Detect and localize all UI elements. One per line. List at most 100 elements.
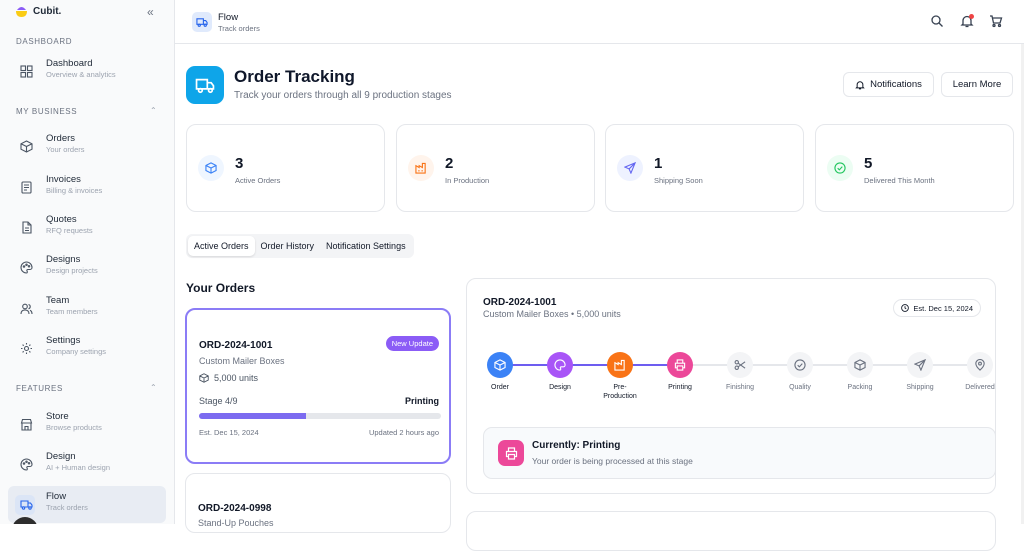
stage-packing[interactable]: Packing — [830, 352, 890, 392]
tab-bar: Active Orders Order History Notification… — [186, 234, 414, 258]
order-detail-panel: ORD-2024-1001 Custom Mailer Boxes • 5,00… — [466, 278, 996, 494]
tab-active-orders[interactable]: Active Orders — [188, 236, 255, 256]
palette-icon — [554, 359, 566, 371]
bell-icon — [855, 80, 865, 89]
stage-design[interactable]: Design — [530, 352, 590, 392]
stage-circle — [967, 352, 993, 378]
progress-fill — [199, 413, 307, 419]
estimated-date: Est. Dec 15, 2024 — [913, 303, 973, 313]
order-units: 5,000 units — [199, 373, 258, 383]
sidebar-item-label: Invoices — [46, 174, 81, 185]
active-icon-background — [15, 495, 35, 515]
detail-product: Custom Mailer Boxes • 5,000 units — [483, 309, 621, 319]
factory-icon — [415, 162, 426, 174]
printer-icon — [674, 359, 686, 371]
send-icon — [624, 162, 636, 174]
chevron-up-icon[interactable]: ⌃ — [150, 383, 157, 392]
sidebar-item-label: Design — [46, 451, 76, 462]
receipt-icon — [21, 181, 32, 194]
current-stage-subtitle: Your order is being processed at this st… — [532, 456, 693, 466]
page-scrollbar[interactable] — [1021, 44, 1024, 524]
notifications-button[interactable]: Notifications — [843, 72, 934, 97]
stage-circle — [547, 352, 573, 378]
stat-label: In Production — [445, 176, 490, 185]
stage-shipping[interactable]: Shipping — [890, 352, 950, 392]
cart-icon[interactable] — [989, 14, 1003, 28]
sidebar-item-sub: Track orders — [46, 503, 88, 512]
tab-notification-settings[interactable]: Notification Settings — [326, 241, 406, 251]
stage-quality[interactable]: Quality — [770, 352, 830, 392]
stat-value: 3 — [235, 155, 244, 172]
stage-circle — [847, 352, 873, 378]
stage-order[interactable]: Order — [470, 352, 530, 392]
sidebar-item-sub: Your orders — [46, 145, 85, 154]
sidebar-item-dashboard[interactable]: Dashboard Overview & analytics — [8, 53, 166, 90]
sidebar-item-settings[interactable]: Settings Company settings — [8, 330, 166, 367]
sidebar-item-sub: Browse products — [46, 423, 102, 432]
order-card-selected[interactable]: ORD-2024-1001 Custom Mailer Boxes New Up… — [185, 308, 451, 464]
box-icon — [20, 140, 33, 153]
map-pin-icon — [975, 359, 985, 371]
sidebar-item-sub: RFQ requests — [46, 226, 93, 235]
palette-icon — [20, 458, 33, 471]
section-dashboard: DASHBOARD — [16, 37, 73, 46]
order-card[interactable]: ORD-2024-0998 Stand-Up Pouches — [185, 473, 451, 533]
stat-icon-wrap — [408, 155, 434, 181]
avatar[interactable] — [12, 517, 38, 524]
stage-circle — [667, 352, 693, 378]
document-icon — [22, 221, 32, 234]
truck-icon — [195, 78, 215, 94]
users-icon — [20, 303, 33, 315]
sidebar-item-team[interactable]: Team Team members — [8, 290, 166, 327]
sidebar-item-designs[interactable]: Designs Design projects — [8, 249, 166, 286]
stat-value: 2 — [445, 155, 454, 172]
current-stage-icon — [498, 440, 524, 466]
sidebar-item-invoices[interactable]: Invoices Billing & invoices — [8, 169, 166, 206]
sidebar-item-store[interactable]: Store Browse products — [8, 406, 166, 443]
notifications-button[interactable] — [960, 14, 974, 28]
stat-card-active-orders: 3 Active Orders — [186, 124, 385, 212]
brand-logo[interactable]: Cubit. — [15, 5, 61, 18]
sidebar-item-label: Orders — [46, 133, 76, 144]
tab-order-history[interactable]: Order History — [260, 241, 315, 251]
stage-circle — [907, 352, 933, 378]
sidebar-item-label: Flow — [46, 491, 67, 502]
section-my-business: MY BUSINESS — [16, 107, 78, 116]
stage-track-progress — [500, 364, 680, 366]
stage-label: Printing — [668, 384, 692, 391]
stage-label: Design — [549, 384, 571, 391]
secondary-panel — [466, 511, 996, 551]
stat-icon-wrap — [198, 155, 224, 181]
stage-pre-production[interactable]: Pre-Production — [590, 352, 650, 401]
learn-more-button[interactable]: Learn More — [941, 72, 1013, 97]
sidebar-item-flow[interactable]: Flow Track orders — [8, 486, 166, 523]
collapse-sidebar-button[interactable]: « — [147, 5, 154, 19]
order-tracking-icon — [186, 66, 224, 104]
box-icon — [205, 162, 217, 174]
sidebar-item-orders[interactable]: Orders Your orders — [8, 128, 166, 165]
stat-label: Delivered This Month — [864, 176, 935, 185]
stage-label: Pre-Production — [603, 384, 637, 400]
stage-printing[interactable]: Printing — [650, 352, 710, 392]
sidebar-item-quotes[interactable]: Quotes RFQ requests — [8, 209, 166, 246]
sidebar: Cubit. « DASHBOARD Dashboard Overview & … — [0, 0, 175, 524]
stage-delivered[interactable]: Delivered — [950, 352, 1010, 392]
current-stage-title: Currently: Printing — [532, 440, 621, 451]
search-icon[interactable] — [930, 14, 944, 28]
truck-icon — [20, 500, 33, 510]
sidebar-item-design[interactable]: Design AI + Human design — [8, 446, 166, 483]
store-icon — [20, 418, 33, 431]
chevron-up-icon[interactable]: ⌃ — [150, 106, 157, 115]
sidebar-item-sub: AI + Human design — [46, 463, 110, 472]
page-subtitle: Track your orders through all 9 producti… — [234, 90, 452, 101]
truck-icon — [196, 18, 208, 27]
stat-label: Active Orders — [235, 176, 281, 185]
stage-finishing[interactable]: Finishing — [710, 352, 770, 392]
stage-circle — [607, 352, 633, 378]
stage-circle — [787, 352, 813, 378]
stat-label: Shipping Soon — [654, 176, 703, 185]
sidebar-item-sub: Team members — [46, 307, 98, 316]
order-id: ORD-2024-1001 — [199, 340, 273, 351]
factory-icon — [614, 359, 625, 371]
box-icon — [854, 359, 866, 371]
